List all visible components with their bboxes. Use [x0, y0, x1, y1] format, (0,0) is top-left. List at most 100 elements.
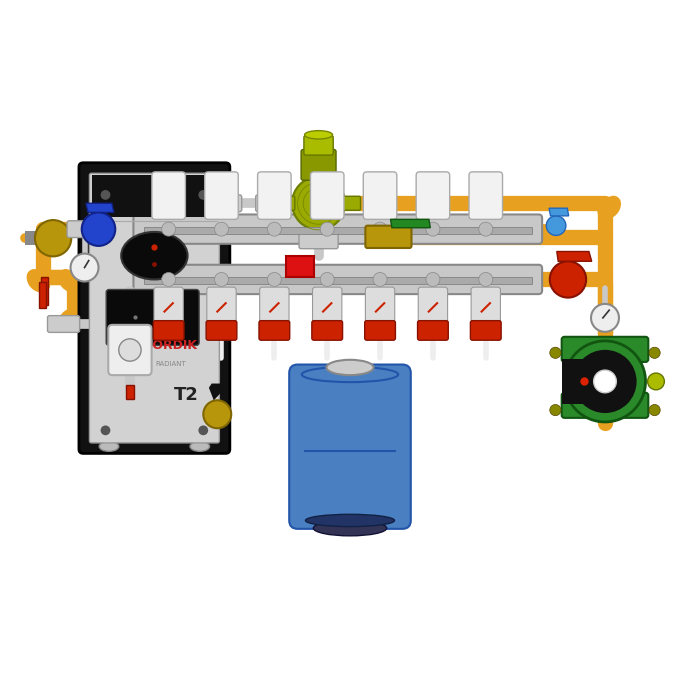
Ellipse shape: [304, 131, 332, 139]
FancyBboxPatch shape: [363, 172, 397, 219]
Circle shape: [71, 253, 99, 281]
Ellipse shape: [302, 367, 398, 382]
Bar: [144, 277, 531, 284]
Text: T2: T2: [174, 386, 198, 405]
Bar: [286, 256, 314, 276]
Bar: [215, 211, 228, 218]
Bar: [41, 276, 48, 304]
FancyBboxPatch shape: [365, 225, 412, 248]
Ellipse shape: [99, 442, 119, 452]
FancyBboxPatch shape: [469, 172, 503, 219]
Bar: [562, 359, 605, 404]
Bar: [144, 227, 531, 234]
Circle shape: [320, 222, 334, 236]
FancyBboxPatch shape: [260, 287, 289, 326]
Circle shape: [320, 272, 334, 286]
FancyBboxPatch shape: [48, 316, 80, 332]
FancyBboxPatch shape: [299, 228, 338, 248]
Circle shape: [162, 272, 176, 286]
FancyBboxPatch shape: [134, 265, 542, 294]
FancyBboxPatch shape: [470, 321, 501, 340]
Circle shape: [82, 212, 116, 246]
Circle shape: [292, 176, 345, 230]
Text: ℕ: ℕ: [131, 347, 145, 365]
FancyBboxPatch shape: [418, 287, 447, 326]
FancyBboxPatch shape: [276, 196, 295, 210]
Circle shape: [373, 272, 387, 286]
Circle shape: [479, 272, 493, 286]
FancyBboxPatch shape: [365, 287, 395, 326]
Circle shape: [267, 272, 281, 286]
Bar: [480, 211, 492, 218]
Circle shape: [649, 405, 660, 416]
Circle shape: [573, 350, 636, 413]
Circle shape: [649, 347, 660, 358]
FancyBboxPatch shape: [152, 172, 186, 219]
FancyBboxPatch shape: [206, 321, 237, 340]
Ellipse shape: [314, 521, 386, 536]
Ellipse shape: [121, 232, 188, 279]
FancyBboxPatch shape: [258, 172, 291, 219]
Bar: [25, 231, 43, 245]
FancyBboxPatch shape: [312, 321, 342, 340]
Polygon shape: [556, 251, 592, 261]
Circle shape: [550, 347, 561, 358]
Circle shape: [162, 222, 176, 236]
FancyBboxPatch shape: [310, 172, 344, 219]
FancyBboxPatch shape: [304, 136, 333, 155]
Circle shape: [214, 272, 228, 286]
Ellipse shape: [305, 514, 395, 526]
Polygon shape: [391, 219, 430, 228]
FancyBboxPatch shape: [561, 393, 648, 418]
Text: RADIANT: RADIANT: [155, 360, 186, 367]
FancyBboxPatch shape: [154, 287, 183, 326]
Circle shape: [203, 400, 231, 428]
Circle shape: [591, 304, 619, 332]
FancyBboxPatch shape: [108, 325, 152, 375]
Circle shape: [267, 222, 281, 236]
Ellipse shape: [326, 360, 374, 375]
FancyBboxPatch shape: [289, 365, 411, 528]
Circle shape: [594, 370, 616, 393]
FancyBboxPatch shape: [471, 287, 500, 326]
Bar: [321, 211, 333, 218]
Circle shape: [546, 216, 566, 235]
Circle shape: [119, 339, 141, 361]
Bar: [374, 211, 386, 218]
Circle shape: [479, 222, 493, 236]
FancyBboxPatch shape: [312, 287, 342, 326]
Circle shape: [550, 405, 561, 416]
FancyBboxPatch shape: [134, 214, 542, 244]
FancyBboxPatch shape: [206, 195, 242, 211]
Polygon shape: [86, 203, 114, 212]
Circle shape: [101, 190, 111, 200]
Ellipse shape: [190, 442, 209, 452]
Circle shape: [198, 190, 208, 200]
FancyBboxPatch shape: [417, 321, 448, 340]
Bar: [162, 211, 175, 218]
FancyBboxPatch shape: [106, 290, 199, 345]
Circle shape: [214, 222, 228, 236]
FancyBboxPatch shape: [342, 196, 360, 210]
FancyBboxPatch shape: [561, 337, 648, 362]
Bar: [126, 385, 134, 399]
Bar: [426, 211, 439, 218]
FancyBboxPatch shape: [301, 150, 336, 180]
Bar: [39, 281, 46, 308]
FancyBboxPatch shape: [153, 321, 184, 340]
Circle shape: [426, 272, 440, 286]
Circle shape: [101, 426, 111, 435]
FancyBboxPatch shape: [259, 321, 290, 340]
Circle shape: [35, 220, 71, 256]
FancyBboxPatch shape: [365, 321, 395, 340]
Polygon shape: [549, 208, 568, 216]
Text: NORDIK: NORDIK: [144, 339, 198, 351]
Circle shape: [648, 373, 664, 390]
FancyBboxPatch shape: [256, 195, 290, 211]
Circle shape: [198, 426, 208, 435]
Circle shape: [373, 222, 387, 236]
Polygon shape: [209, 384, 225, 400]
FancyBboxPatch shape: [416, 172, 449, 219]
FancyBboxPatch shape: [90, 174, 219, 443]
FancyBboxPatch shape: [206, 287, 236, 326]
